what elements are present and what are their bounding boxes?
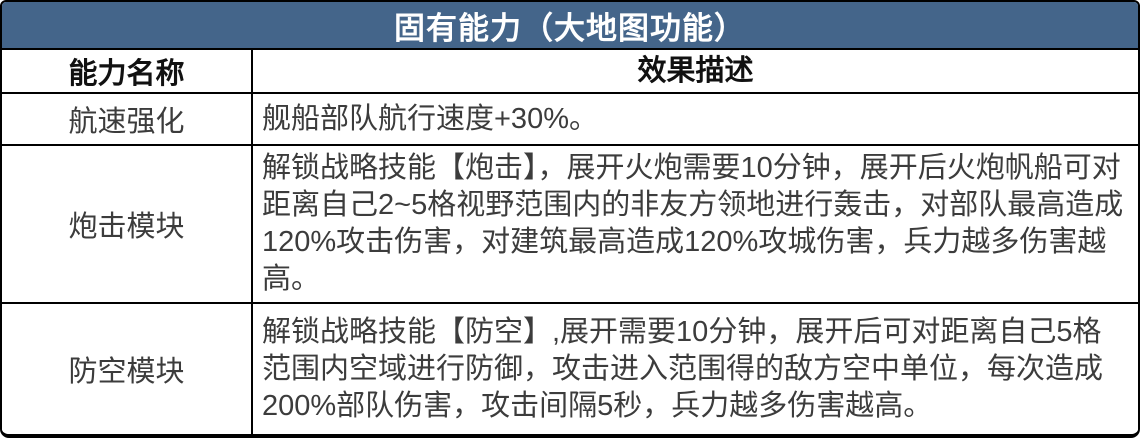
ability-name-cell: 炮击模块 [2,146,253,302]
table-title: 固有能力（大地图功能） [394,10,746,46]
column-header-ability-name: 能力名称 [2,50,253,92]
ability-description-cell: 解锁战略技能【防空】,展开需要10分钟，展开后可对距离自己5格范围内空域进行防御… [262,315,1104,422]
ability-name-cell: 航速强化 [2,94,253,144]
ability-name-cell: 防空模块 [2,304,253,434]
ability-description-cell: 舰船部队航行速度+30%。 [262,102,598,135]
column-header-row: 能力名称 效果描述 [2,48,1138,92]
table-row: 航速强化 舰船部队航行速度+30%。 [2,92,1138,144]
ability-description-cell: 解锁战略技能【炮击】，展开火炮需要10分钟，展开后火炮帆船可对距离自己2~5格视… [262,152,1124,295]
column-header-effect-description: 效果描述 [637,54,754,87]
table-title-bar: 固有能力（大地图功能） [2,2,1138,48]
table-row: 炮击模块 解锁战略技能【炮击】，展开火炮需要10分钟，展开后火炮帆船可对距离自己… [2,144,1138,302]
table-row: 防空模块 解锁战略技能【防空】,展开需要10分钟，展开后可对距离自己5格范围内空… [2,302,1138,434]
